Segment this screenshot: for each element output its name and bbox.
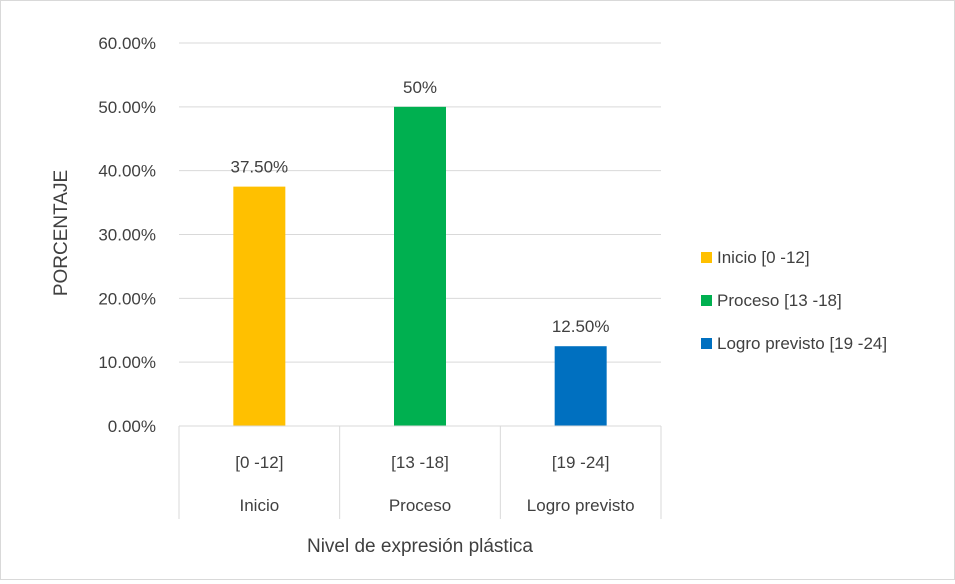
y-axis-title: PORCENTAJE	[51, 170, 72, 296]
y-tick-label: 0.00%	[108, 417, 156, 436]
bar-2	[394, 106, 446, 426]
y-tick-label: 40.00%	[98, 162, 156, 181]
legend: Inicio [0 -12] Proceso [13 -18] Logro prev…	[701, 248, 887, 353]
y-tick-label: 50.00%	[98, 98, 156, 117]
data-label-1: 37.50%	[230, 158, 288, 177]
x-tick-range-1: [0 -12]	[235, 453, 283, 472]
y-tick-label: 20.00%	[98, 289, 156, 308]
y-tick-label: 30.00%	[98, 226, 156, 245]
x-axis: [0 -12] Inicio [13 -18] Proceso [19 -24] Logr…	[178, 425, 662, 519]
legend-swatch-2	[701, 295, 712, 306]
bars	[233, 106, 607, 426]
data-label-2: 50%	[403, 78, 437, 97]
data-labels: 37.50% 50% 12.50%	[230, 78, 609, 336]
x-tick-group-2: Proceso	[389, 496, 451, 515]
bar-1	[233, 186, 286, 426]
legend-swatch-3	[701, 338, 712, 349]
x-tick-group-3: Logro previsto	[527, 496, 635, 515]
legend-label-2: Proceso [13 -18]	[717, 291, 842, 310]
legend-label-1: Inicio [0 -12]	[717, 248, 810, 267]
x-tick-range-3: [19 -24]	[552, 453, 610, 472]
x-tick-range-2: [13 -18]	[391, 453, 449, 472]
bar-3	[554, 346, 607, 426]
data-label-3: 12.50%	[552, 317, 610, 336]
x-axis-title: Nivel de expresión plástica	[307, 536, 533, 557]
y-tick-label: 60.00%	[98, 34, 156, 53]
y-axis-ticks: 0.00% 10.00% 20.00% 30.00% 40.00% 50.00% 60.00…	[98, 34, 156, 436]
y-tick-label: 10.00%	[98, 353, 156, 372]
legend-label-3: Logro previsto [19 -24]	[717, 334, 887, 353]
x-tick-group-1: Inicio	[239, 496, 279, 515]
legend-swatch-1	[701, 252, 712, 263]
